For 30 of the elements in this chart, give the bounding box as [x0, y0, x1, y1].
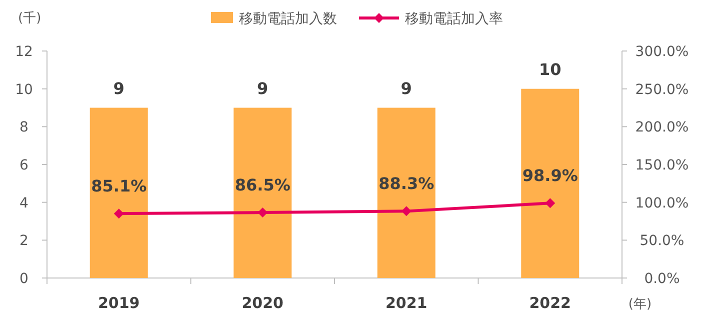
data-label: 85.1% — [91, 176, 147, 196]
y2tick: 200.0% — [635, 120, 689, 136]
data-label: 9 — [113, 78, 124, 98]
data-label: 10 — [539, 60, 562, 79]
y2tick: 250.0% — [635, 82, 689, 98]
legend-label: 移動電話加入数 — [239, 11, 337, 27]
y2tick: 300.0% — [635, 44, 689, 60]
y2tick: 0.0% — [644, 271, 680, 287]
data-label: 9 — [257, 78, 268, 98]
y2tick: 50.0% — [640, 233, 684, 250]
ytick: 10 — [15, 82, 33, 98]
ytick: 8 — [20, 120, 28, 136]
data-label: 98.9% — [522, 166, 578, 186]
xtick: 2021 — [386, 294, 428, 312]
data-label: 88.3% — [378, 174, 434, 194]
data-label: 86.5% — [234, 176, 290, 195]
ytick: 12 — [15, 44, 33, 60]
ytick: 4 — [20, 195, 28, 212]
ytick: 6 — [20, 158, 28, 174]
xtick: 2022 — [529, 294, 571, 312]
y2tick: 100.0% — [635, 195, 689, 212]
data-label: 9 — [400, 78, 412, 98]
xlabel: (年) — [628, 297, 652, 312]
xtick: 2020 — [242, 294, 284, 312]
ytick: 0 — [20, 271, 28, 287]
y2tick: 150.0% — [635, 158, 689, 174]
ytick: 2 — [20, 233, 28, 250]
legend-label: 移動電話加入率 — [405, 11, 503, 27]
xtick: 2019 — [98, 294, 140, 312]
ylabel: (千) — [18, 11, 42, 26]
